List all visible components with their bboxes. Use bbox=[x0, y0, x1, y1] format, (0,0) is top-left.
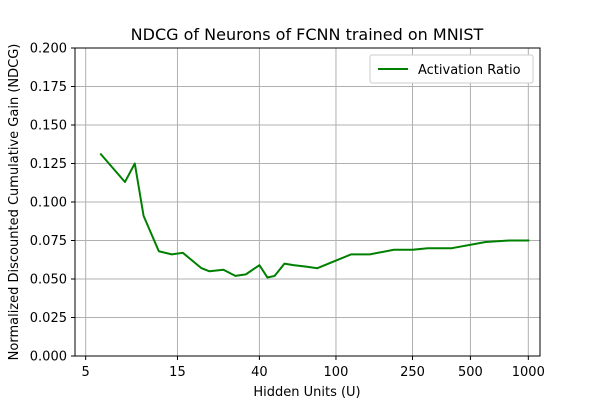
x-tick-label: 40 bbox=[251, 365, 268, 380]
x-tick-label: 100 bbox=[324, 365, 349, 380]
y-tick-label: 0.100 bbox=[30, 196, 67, 211]
legend: Activation Ratio bbox=[369, 54, 534, 84]
y-tick-label: 0.025 bbox=[30, 311, 67, 326]
y-axis-label: Normalized Discounted Cumulative Gain (N… bbox=[7, 44, 22, 361]
x-tick-label: 500 bbox=[458, 365, 483, 380]
x-tick-label: 1000 bbox=[512, 365, 545, 380]
x-axis-label: Hidden Units (U) bbox=[253, 385, 360, 400]
x-tick-label: 250 bbox=[400, 365, 425, 380]
y-tick-label: 0.000 bbox=[30, 350, 67, 365]
y-tick-label: 0.125 bbox=[30, 157, 67, 172]
y-tick-label: 0.175 bbox=[30, 80, 67, 95]
legend-box bbox=[369, 54, 534, 84]
y-tick-label: 0.150 bbox=[30, 119, 67, 134]
y-tick-label: 0.200 bbox=[30, 42, 67, 57]
series-line-activation-ratio bbox=[99, 152, 530, 279]
legend-label-activation-ratio: Activation Ratio bbox=[418, 63, 521, 78]
y-tick-label: 0.050 bbox=[30, 273, 67, 288]
chart-title: NDCG of Neurons of FCNN trained on MNIST bbox=[131, 25, 484, 44]
x-tick-label: 15 bbox=[169, 365, 186, 380]
y-axis: 0.000 0.025 0.050 0.075 0.100 0.125 0.150 0.175… bbox=[30, 42, 75, 365]
data-series bbox=[99, 152, 530, 279]
x-tick-label: 5 bbox=[82, 365, 90, 380]
x-axis: 5 15 40 100 250 500 1000 bbox=[82, 356, 545, 380]
y-tick-label: 0.075 bbox=[30, 234, 67, 249]
